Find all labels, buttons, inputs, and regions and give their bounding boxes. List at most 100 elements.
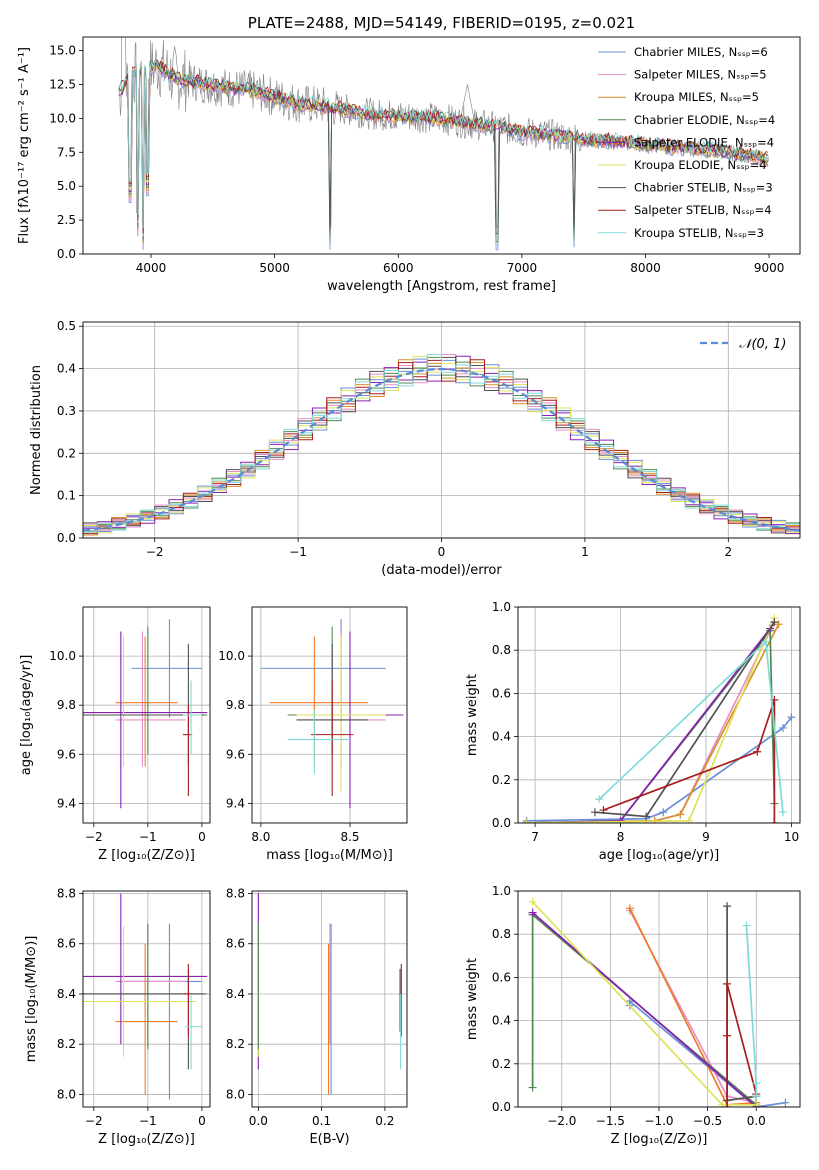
legend-label: Kroupa MILES, Nₛₛₚ=5 xyxy=(634,90,759,104)
x-tick-label: −2 xyxy=(146,545,164,559)
x-tick-label: −0.5 xyxy=(693,1114,722,1128)
y-tick-label: 1.0 xyxy=(492,600,511,614)
series-marker xyxy=(625,904,634,913)
y-tick-label: 8.4 xyxy=(226,987,245,1001)
series-line xyxy=(532,911,757,1107)
series-marker xyxy=(778,808,787,817)
x-tick-label: 1 xyxy=(581,545,589,559)
x-tick-label: 8.0 xyxy=(251,830,270,844)
model-spectrum-kroupa-stelib xyxy=(118,60,769,229)
x-tick-label: 6000 xyxy=(383,261,414,275)
series-line xyxy=(526,623,780,823)
x-axis-label: mass [log₁₀(M/M⊙)] xyxy=(266,848,393,863)
series-marker xyxy=(723,1103,732,1107)
y-tick-label: 8.0 xyxy=(57,1087,76,1101)
residual-histogram-panel: −2 −1 0 1 2 0.0 0.1 0.2 0.3 0.4 0.5 (data-model)/er… xyxy=(29,319,801,578)
x-axis-label: Z [log₁₀(Z/Z⊙)] xyxy=(98,848,195,863)
series-line xyxy=(526,716,793,822)
series-line xyxy=(726,983,758,1107)
series-marker xyxy=(742,921,751,930)
y-tick-label: 0.3 xyxy=(57,404,76,418)
spectrum-panel: 4000 5000 6000 7000 8000 9000 0.0 2.5 5.0 7.5 10.0… xyxy=(17,14,801,294)
y-axis-label: mass weight xyxy=(465,674,480,756)
error-bars xyxy=(257,893,402,1095)
observed-spectrum xyxy=(118,37,769,228)
series-line xyxy=(603,699,776,823)
y-tick-label: 8.4 xyxy=(57,987,76,1001)
x-tick-label: 0.0 xyxy=(747,1114,766,1128)
series-marker xyxy=(787,713,796,722)
x-tick-label: −1 xyxy=(289,545,307,559)
series-marker xyxy=(752,1079,761,1088)
y-tick-label: 10.0 xyxy=(218,649,245,663)
chart-title: PLATE=2488, MJD=54149, FIBERID=0195, z=0… xyxy=(248,14,635,32)
series-line xyxy=(629,907,757,1106)
series-marker xyxy=(778,723,787,732)
x-axis-label: wavelength [Angstrom, rest frame] xyxy=(327,279,556,294)
y-tick-label: 0.8 xyxy=(492,643,511,657)
x-axis-label: (data-model)/error xyxy=(381,563,502,578)
axes-frame xyxy=(517,890,801,1108)
y-tick-label: 9.4 xyxy=(226,796,245,810)
axes-frame xyxy=(82,606,211,824)
legend-label: Salpeter MILES, Nₛₛₚ=5 xyxy=(634,68,767,82)
axes-frame xyxy=(251,606,408,824)
series-marker xyxy=(753,747,762,756)
y-tick-label: 0.4 xyxy=(492,730,511,744)
model-spectrum-kroupa-elodie xyxy=(118,61,769,237)
mass-weight-lines xyxy=(522,613,796,823)
y-tick-label: 0.5 xyxy=(57,319,76,333)
legend-label: 𝒩(0, 1) xyxy=(739,337,786,352)
x-tick-label: 7 xyxy=(531,830,539,844)
axes-frame xyxy=(517,606,801,824)
legend-label: Kroupa ELODIE, Nₛₛₚ=4 xyxy=(634,158,767,172)
legend-label: Chabrier STELIB, Nₛₛₚ=3 xyxy=(634,181,773,195)
y-axis-label: Normed distribution xyxy=(29,365,44,495)
y-tick-label: 12.5 xyxy=(49,77,76,91)
series-marker xyxy=(770,819,779,823)
legend-label: Chabrier ELODIE, Nₛₛₚ=4 xyxy=(634,113,775,127)
x-tick-label: −1.0 xyxy=(644,1114,673,1128)
y-axis-label: mass weight xyxy=(465,958,480,1040)
histogram-kroupa-stelib xyxy=(83,353,800,538)
error-bars xyxy=(83,619,208,809)
y-tick-label: 2.5 xyxy=(57,213,76,227)
x-tick-label: −1.5 xyxy=(596,1114,625,1128)
series-marker xyxy=(752,1092,761,1101)
x-tick-label: 8000 xyxy=(630,261,661,275)
y-tick-label: 0.4 xyxy=(57,362,76,376)
x-tick-label: 0 xyxy=(198,1114,206,1128)
series-marker xyxy=(723,1031,732,1040)
y-tick-label: 0.0 xyxy=(57,531,76,545)
x-tick-label: −1 xyxy=(139,1114,157,1128)
x-tick-label: 9000 xyxy=(754,261,785,275)
mass-vs-extinction-panel: 0.0 0.1 0.2 8.0 8.2 8.4 8.6 8.8 E(B-V) xyxy=(226,887,408,1147)
spectrum-lines xyxy=(118,37,769,251)
y-tick-label: 8.6 xyxy=(57,937,76,951)
y-tick-label: 7.5 xyxy=(57,145,76,159)
axes-frame xyxy=(82,36,801,255)
x-axis-label: Z [log₁₀(Z/Z⊙)] xyxy=(611,1132,708,1147)
series-marker xyxy=(642,812,651,821)
series-marker xyxy=(599,806,608,815)
y-tick-label: 8.8 xyxy=(226,887,245,901)
x-tick-label: 0 xyxy=(438,545,446,559)
mass-weight-lines xyxy=(528,897,790,1107)
series-marker xyxy=(723,979,732,988)
series-line xyxy=(598,639,784,813)
x-tick-label: −1 xyxy=(139,830,157,844)
y-tick-label: 9.6 xyxy=(57,747,76,761)
y-tick-label: 0.8 xyxy=(492,927,511,941)
legend-label: Kroupa STELIB, Nₛₛₚ=3 xyxy=(634,226,764,240)
x-tick-label: 4000 xyxy=(136,261,167,275)
y-tick-label: 8.2 xyxy=(226,1037,245,1051)
x-axis-label: E(B-V) xyxy=(309,1132,349,1147)
mass-vs-metallicity-panel: −2 −1 0 8.0 8.2 8.4 8.6 8.8 Z [log₁₀(Z/Z⊙)] mass … xyxy=(24,887,211,1147)
error-bars xyxy=(260,619,404,809)
histograms xyxy=(83,353,800,538)
y-axis-label: Flux [fλ10⁻¹⁷ erg cm⁻² s⁻¹ A⁻¹] xyxy=(17,47,32,244)
x-tick-label: 5000 xyxy=(259,261,290,275)
x-tick-label: 0.2 xyxy=(375,1114,394,1128)
y-tick-label: 9.6 xyxy=(226,747,245,761)
